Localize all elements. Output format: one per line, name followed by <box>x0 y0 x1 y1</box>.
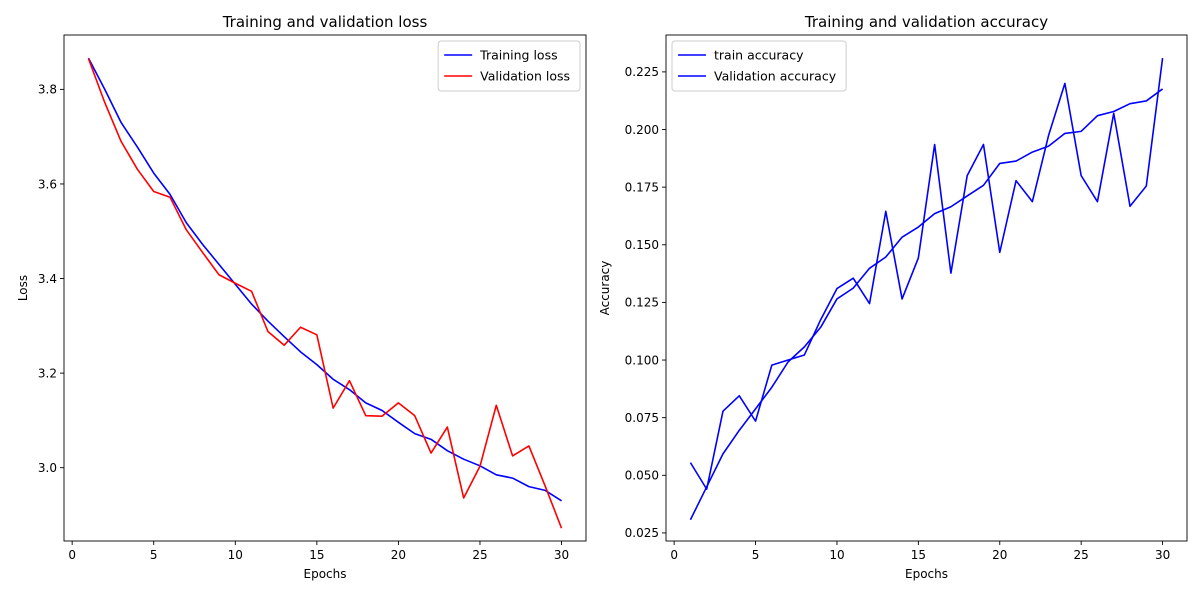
chart-title: Training and validation accuracy <box>804 13 1048 31</box>
x-tick-label: 5 <box>752 548 760 562</box>
y-tick-label: 3.4 <box>38 272 57 286</box>
y-tick-label: 0.225 <box>625 65 659 79</box>
y-axis-label: Loss <box>16 275 30 301</box>
legend: train accuracy Validation accuracy <box>671 40 847 92</box>
legend-item: Training loss <box>444 48 558 63</box>
y-tick-label: 0.200 <box>625 123 659 137</box>
x-tick-label: 25 <box>472 548 487 562</box>
y-tick-label: 0.100 <box>625 353 659 367</box>
legend: Training loss Validation loss <box>437 40 581 92</box>
legend-box <box>437 40 581 92</box>
legend-label: Training loss <box>479 48 557 63</box>
x-tick-label: 10 <box>228 548 243 562</box>
legend-label: Validation accuracy <box>714 69 837 84</box>
y-tick-label: 0.125 <box>625 296 659 310</box>
x-tick-label: 30 <box>554 548 569 562</box>
chart-title: Training and validation loss <box>222 13 428 31</box>
x-tick-label: 15 <box>309 548 324 562</box>
axes-frame <box>665 34 1188 542</box>
series-line-validation-accuracy <box>689 57 1164 490</box>
x-tick-label: 20 <box>992 548 1007 562</box>
loss-chart: 0 5 10 15 20 25 30 3.0 3.2 3.4 3.6 3.8 Training and … <box>16 13 587 581</box>
axes-frame <box>63 34 587 542</box>
y-tick-label: 3.0 <box>38 461 57 475</box>
y-axis-label: Accuracy <box>598 261 612 316</box>
accuracy-chart: 0 5 10 15 20 25 30 0.025 0.050 0.075 0.100 0.125 0.1… <box>598 13 1188 581</box>
y-tick-label: 0.025 <box>625 526 659 540</box>
legend-box <box>671 40 847 92</box>
legend-item: Validation loss <box>444 69 570 84</box>
series-line-validation-loss <box>87 58 563 529</box>
y-tick-label: 0.050 <box>625 469 659 483</box>
series-line-train-accuracy <box>689 88 1164 521</box>
x-tick-label: 30 <box>1155 548 1170 562</box>
x-tick-label: 20 <box>391 548 406 562</box>
x-tick-label: 25 <box>1074 548 1089 562</box>
y-tick-label: 3.6 <box>38 177 57 191</box>
y-tick-label: 0.075 <box>625 411 659 425</box>
legend-label: train accuracy <box>714 48 804 63</box>
x-axis-label: Epochs <box>905 567 948 581</box>
x-tick-label: 0 <box>68 548 76 562</box>
legend-item: Validation accuracy <box>678 69 837 84</box>
x-tick-label: 10 <box>829 548 844 562</box>
legend-label: Validation loss <box>480 69 570 84</box>
x-tick-label: 15 <box>911 548 926 562</box>
x-axis-label: Epochs <box>304 567 347 581</box>
y-tick-label: 3.8 <box>38 83 57 97</box>
x-tick-label: 0 <box>670 548 678 562</box>
legend-item: train accuracy <box>678 48 804 63</box>
series-line-training-loss <box>87 57 562 502</box>
y-tick-label: 0.150 <box>625 238 659 252</box>
y-tick-label: 0.175 <box>625 180 659 194</box>
y-tick-label: 3.2 <box>38 366 57 380</box>
x-tick-label: 5 <box>150 548 158 562</box>
